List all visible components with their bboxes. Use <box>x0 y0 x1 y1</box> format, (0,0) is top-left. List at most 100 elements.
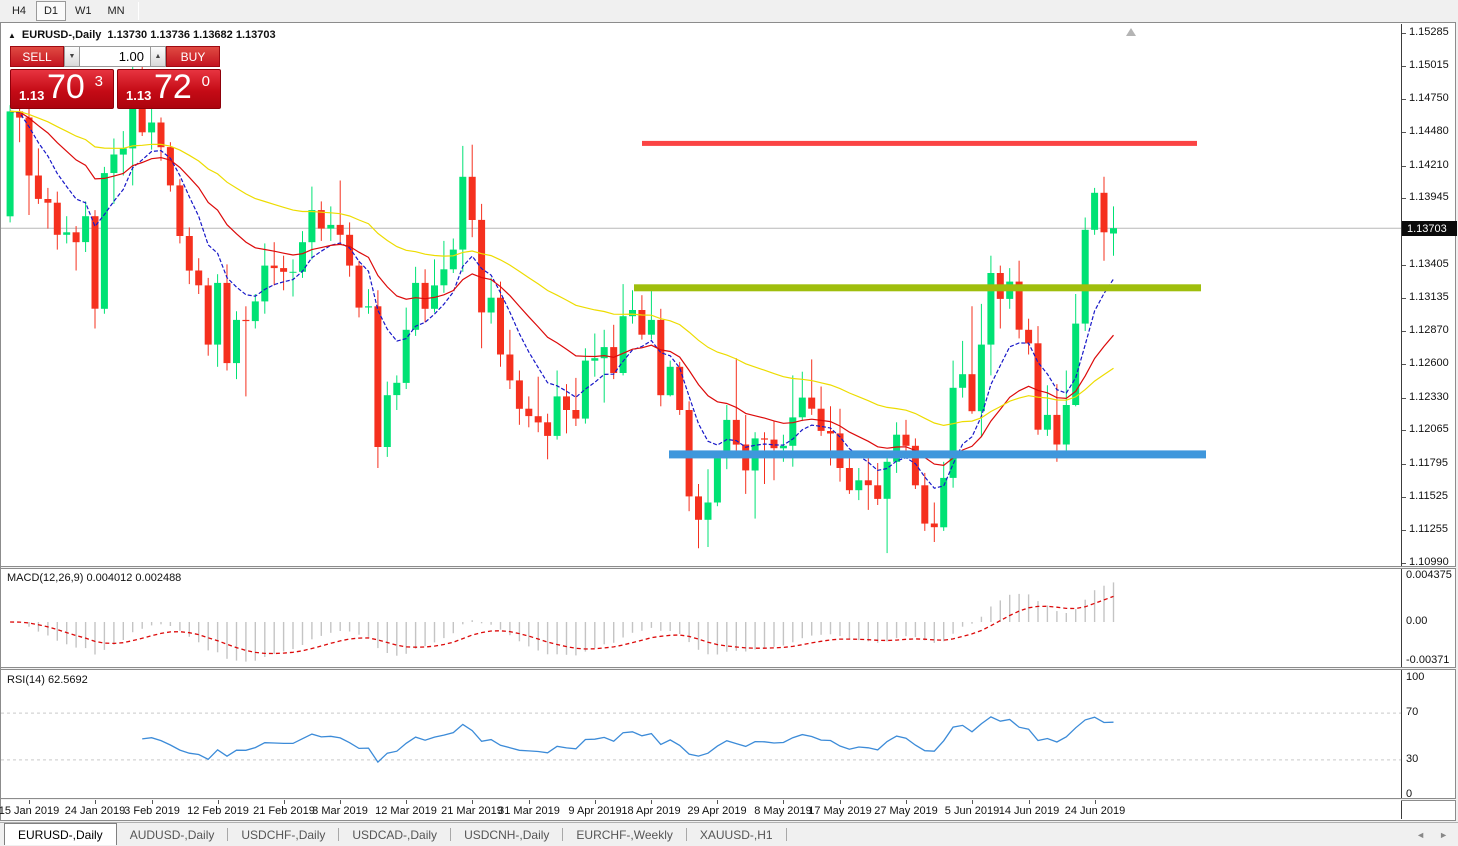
price-tick-mark <box>1402 198 1406 199</box>
date-tick-mark <box>1095 800 1096 804</box>
price-tick-mark <box>1402 298 1406 299</box>
tab-separator <box>227 828 229 841</box>
price-tick-mark <box>1402 265 1406 266</box>
chart-tab-usdchf[interactable]: USDCHF-,Daily <box>241 827 326 842</box>
date-tick-mark <box>1029 800 1030 804</box>
tabbar-scroll-left-icon[interactable]: ◄ <box>1416 829 1426 840</box>
chart-title: ▲ EURUSD-,Daily 1.13730 1.13736 1.13682 … <box>8 29 276 41</box>
rsi-line <box>142 716 1114 764</box>
chart-tab-usdcad[interactable]: USDCAD-,Daily <box>352 827 438 842</box>
date-label: 15 Jan 2019 <box>0 805 60 817</box>
price-tick-label: 1.12065 <box>1409 423 1449 435</box>
price-tick-mark <box>1402 331 1406 332</box>
volume-increase-button[interactable]: ▲ <box>150 46 166 67</box>
date-label: 3 Mar 2019 <box>312 805 368 817</box>
date-label: 12 Feb 2019 <box>187 805 249 817</box>
date-axis[interactable]: 15 Jan 2019 24 Jan 2019 3 Feb 2019 12 Feb 2… <box>0 800 1401 820</box>
chart-tab-eurusd[interactable]: EURUSD-,Daily <box>4 823 117 845</box>
date-label: 18 Apr 2019 <box>621 805 681 817</box>
price-tick-mark <box>1402 364 1406 365</box>
chart-symbol-label: EURUSD-,Daily <box>21 29 102 41</box>
chart-tab-usdcnh[interactable]: USDCNH-,Daily <box>464 827 550 842</box>
date-label: 14 Jun 2019 <box>998 805 1060 817</box>
macd-axis-label: -0.00371 <box>1406 654 1450 666</box>
chart-shift-marker[interactable] <box>1126 28 1136 36</box>
date-label: 21 Mar 2019 <box>441 805 503 817</box>
timeframe-button-d1[interactable]: D1 <box>36 1 66 21</box>
price-tick-mark <box>1402 497 1406 498</box>
date-label: 17 May 2019 <box>808 805 872 817</box>
date-label: 3 Feb 2019 <box>124 805 180 817</box>
price-tick-mark <box>1402 464 1406 465</box>
chart-tab-xauusd[interactable]: XAUUSD-,H1 <box>699 827 773 842</box>
rsi-axis-label: 70 <box>1406 706 1419 718</box>
one-click-trading-panel: SELL ▼ ▲ BUY 1.13 70 3 1.13 72 0 <box>10 46 222 109</box>
date-tick-mark <box>284 800 285 804</box>
price-tick-label: 1.13405 <box>1409 258 1449 270</box>
price-tick-label: 1.12330 <box>1409 391 1449 403</box>
date-label: 27 May 2019 <box>874 805 938 817</box>
support-line[interactable] <box>669 450 1206 459</box>
buy-button[interactable]: BUY <box>166 46 220 67</box>
tab-separator <box>338 828 340 841</box>
tab-separator <box>562 828 564 841</box>
price-tick-mark <box>1402 132 1406 133</box>
rsi-chart[interactable] <box>1 670 1401 798</box>
date-tick-mark <box>717 800 718 804</box>
volume-decrease-button[interactable]: ▼ <box>64 46 80 67</box>
price-tick-mark <box>1402 430 1406 431</box>
buy-price-big: 72 <box>154 68 192 106</box>
price-tick-label: 1.14210 <box>1409 159 1449 171</box>
timeframe-button-h4[interactable]: H4 <box>11 5 27 17</box>
chart-tab-bar: EURUSD-,Daily AUDUSD-,Daily USDCHF-,Daily U… <box>0 822 1458 846</box>
pivot-line[interactable] <box>634 284 1201 292</box>
buy-price-box[interactable]: 1.13 72 0 <box>117 68 221 109</box>
date-label: 24 Jun 2019 <box>1064 805 1126 817</box>
macd-chart[interactable] <box>1 569 1401 667</box>
current-price-tag: 1.13703 <box>1402 221 1457 236</box>
buy-price-prefix: 1.13 <box>126 88 152 103</box>
pane-splitter[interactable] <box>1 667 1456 670</box>
date-tick-mark <box>152 800 153 804</box>
resistance-line[interactable] <box>642 140 1197 146</box>
chart-tab-eurchf[interactable]: EURCHF-,Weekly <box>576 827 673 842</box>
macd-axis-label: 0.00 <box>1406 615 1428 627</box>
volume-input[interactable] <box>80 46 150 67</box>
rsi-indicator-label: RSI(14) 62.5692 <box>7 674 88 686</box>
tab-separator <box>785 828 787 841</box>
rsi-axis-label: 0 <box>1406 788 1413 800</box>
date-label: 21 Feb 2019 <box>253 805 315 817</box>
chart-tab-audusd[interactable]: AUDUSD-,Daily <box>129 827 215 842</box>
date-tick-mark <box>218 800 219 804</box>
sell-button[interactable]: SELL <box>10 46 64 67</box>
chart-ohlc-values: 1.13730 1.13736 1.13682 1.13703 <box>107 29 276 41</box>
chevron-down-icon: ▼ <box>68 53 76 60</box>
macd-signal-line <box>10 595 1114 655</box>
ma-slow-line <box>10 110 1114 427</box>
date-tick-mark <box>972 800 973 804</box>
price-axis-border <box>1401 24 1402 819</box>
macd-indicator-label: MACD(12,26,9) 0.004012 0.002488 <box>7 572 182 584</box>
tab-separator <box>450 828 452 841</box>
date-tick-mark <box>340 800 341 804</box>
date-label: 5 Jun 2019 <box>944 805 1000 817</box>
price-tick-mark <box>1402 33 1406 34</box>
timeframe-button-mn[interactable]: MN <box>107 5 125 17</box>
price-tick-mark <box>1402 530 1406 531</box>
date-tick-mark <box>406 800 407 804</box>
date-label: 8 May 2019 <box>754 805 812 817</box>
tabbar-scroll-right-icon[interactable]: ► <box>1439 829 1448 840</box>
timeframe-button-w1[interactable]: W1 <box>75 5 92 17</box>
rsi-axis-label: 30 <box>1406 753 1419 765</box>
price-tick-mark <box>1402 563 1406 564</box>
sell-price-box[interactable]: 1.13 70 3 <box>10 68 114 109</box>
pane-splitter[interactable] <box>1 566 1456 569</box>
price-tick-label: 1.12870 <box>1409 324 1449 336</box>
date-label: 9 Apr 2019 <box>568 805 622 817</box>
symbol-marker-icon: ▲ <box>8 30 16 40</box>
price-tick-label: 1.11525 <box>1409 490 1448 502</box>
date-label: 31 Mar 2019 <box>498 805 560 817</box>
price-tick-label: 1.13135 <box>1409 291 1449 303</box>
sell-price-prefix: 1.13 <box>19 88 45 103</box>
